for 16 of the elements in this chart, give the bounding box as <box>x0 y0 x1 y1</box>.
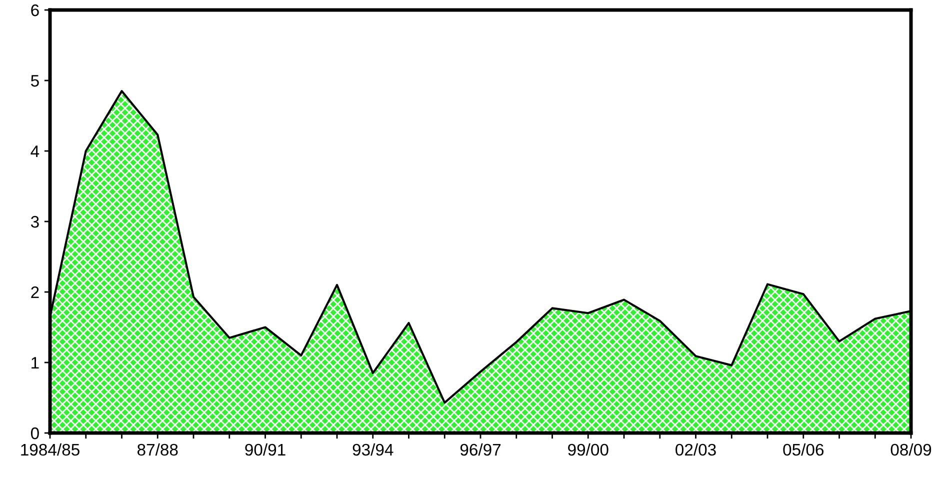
x-tick-label: 90/91 <box>245 443 286 456</box>
x-tick-label: 1984/85 <box>21 443 80 456</box>
y-tick-label: 4 <box>30 146 40 158</box>
y-tick-label: 0 <box>30 427 39 440</box>
x-tick-label: 96/97 <box>460 443 501 456</box>
y-tick-label: 2 <box>31 286 39 298</box>
x-tick-label: 87/88 <box>137 443 178 456</box>
y-tick-label: 6 <box>31 4 39 16</box>
y-tick-label: 1 <box>32 357 39 369</box>
x-tick-label: 05/06 <box>783 443 824 456</box>
y-tick-label: 3 <box>30 216 39 228</box>
x-tick-label: 99/00 <box>568 443 608 456</box>
y-tick-label: 5 <box>30 75 39 87</box>
x-tick-label: 93/94 <box>352 443 394 456</box>
x-tick-label: 02/03 <box>676 443 716 456</box>
x-tick-label: 08/09 <box>890 443 932 456</box>
